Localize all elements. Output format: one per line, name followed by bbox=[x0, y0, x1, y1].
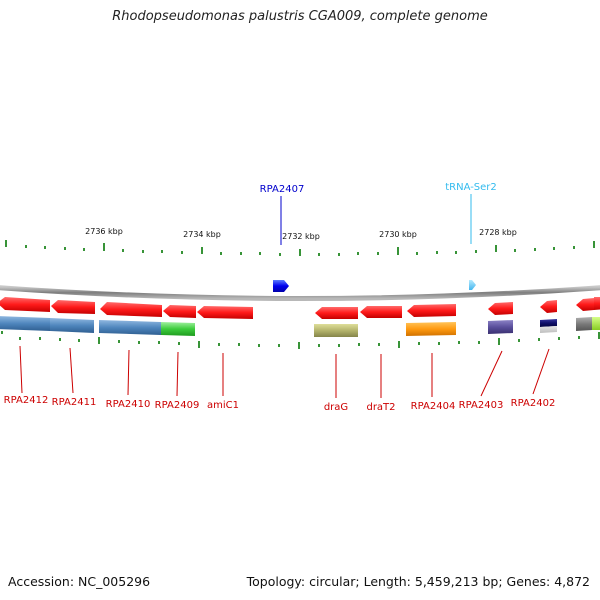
gene-label-rpa2412: RPA2412 bbox=[4, 395, 49, 406]
category-bar bbox=[0, 316, 50, 331]
category-bar bbox=[161, 322, 195, 336]
gene-label-drag: draG bbox=[324, 402, 348, 413]
gene-arrow[interactable] bbox=[51, 300, 95, 314]
gene-label-rpa2404: RPA2404 bbox=[411, 401, 456, 412]
reverse-strand-genes bbox=[0, 297, 600, 319]
category-bars bbox=[0, 316, 600, 337]
rpa2407-arrow[interactable] bbox=[273, 280, 289, 292]
gene-arrow[interactable] bbox=[540, 300, 557, 313]
gene-label-rpa2402: RPA2402 bbox=[511, 398, 556, 409]
scale-label: 2730 kbp bbox=[379, 230, 417, 239]
category-bar bbox=[576, 317, 592, 331]
gene-label-rpa2409: RPA2409 bbox=[155, 400, 200, 411]
category-bar bbox=[50, 318, 94, 333]
top-label-trna-ser2: tRNA-Ser2 bbox=[445, 182, 497, 193]
trna-ser2-arrow[interactable] bbox=[469, 280, 476, 290]
category-bar bbox=[592, 317, 600, 330]
category-bar bbox=[406, 322, 456, 336]
category-bar bbox=[540, 326, 557, 333]
gene-arrow[interactable] bbox=[576, 298, 594, 311]
gene-arrow[interactable] bbox=[407, 304, 456, 317]
scale-label: 2736 kbp bbox=[85, 227, 123, 236]
gene-arrow[interactable] bbox=[100, 302, 162, 317]
gene-arrow[interactable] bbox=[594, 297, 600, 310]
gene-arrow[interactable] bbox=[163, 305, 196, 318]
gene-label-amic1: amiC1 bbox=[207, 400, 239, 411]
scale-label: 2728 kbp bbox=[479, 228, 517, 237]
lower-tick-row bbox=[1, 331, 600, 349]
gene-arrow[interactable] bbox=[315, 307, 358, 319]
scale-labels: 2736 kbp 2734 kbp 2732 kbp 2730 kbp 2728… bbox=[85, 227, 517, 241]
accession-text: Accession: NC_005296 bbox=[8, 574, 151, 589]
map-title: Rhodopseudomonas palustris CGA009, compl… bbox=[112, 9, 488, 24]
topology-summary-text: Topology: circular; Length: 5,459,213 bp… bbox=[246, 574, 590, 589]
category-bar bbox=[314, 324, 358, 337]
gene-arrow[interactable] bbox=[488, 302, 513, 315]
gene-arrow[interactable] bbox=[197, 306, 253, 319]
gene-label-rpa2403: RPA2403 bbox=[459, 400, 504, 411]
scale-label: 2734 kbp bbox=[183, 230, 221, 239]
top-label-rpa2407: RPA2407 bbox=[260, 184, 305, 195]
genome-backbone bbox=[0, 285, 600, 301]
gene-arrow[interactable] bbox=[0, 297, 50, 312]
category-bar bbox=[540, 319, 557, 327]
gene-leader-lines bbox=[19, 345, 550, 398]
upper-tick-row bbox=[5, 240, 595, 256]
gene-arrow[interactable] bbox=[360, 306, 402, 318]
gene-label-rpa2411: RPA2411 bbox=[52, 397, 97, 408]
gene-label-drat2: draT2 bbox=[366, 402, 395, 413]
gene-label-rpa2410: RPA2410 bbox=[106, 399, 151, 410]
category-bar bbox=[99, 320, 161, 335]
gene-labels: RPA2412 RPA2411 RPA2410 RPA2409 amiC1 dr… bbox=[4, 395, 556, 413]
top-feature-labels: RPA2407 tRNA-Ser2 bbox=[260, 182, 497, 245]
category-bar bbox=[488, 320, 513, 334]
scale-label: 2732 kbp bbox=[282, 232, 320, 241]
